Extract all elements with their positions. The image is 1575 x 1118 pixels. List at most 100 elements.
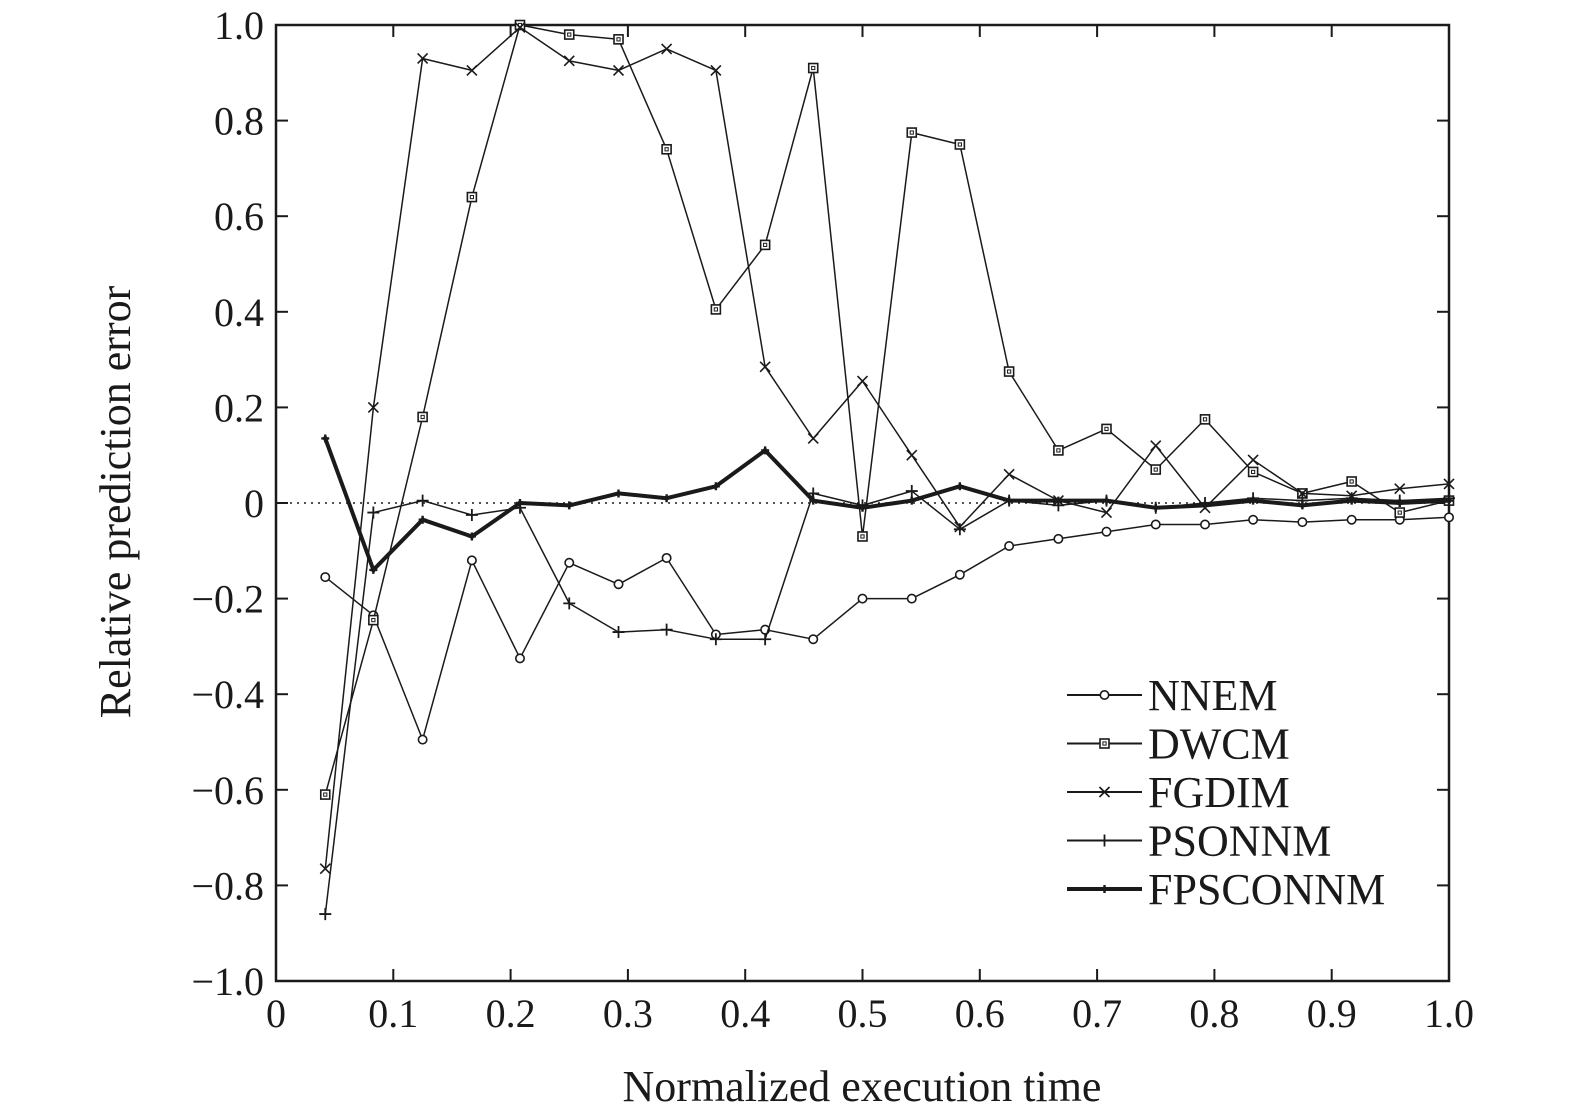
data-point-fgdim xyxy=(906,449,918,461)
data-point-nnem xyxy=(906,593,917,604)
marker-x xyxy=(1098,786,1111,798)
marker-dot-center xyxy=(1299,502,1305,508)
data-point-dwcm xyxy=(1003,366,1015,377)
marker-dot-center xyxy=(1446,498,1452,504)
marker-circle xyxy=(808,634,819,645)
data-point-fgdim xyxy=(1150,440,1162,452)
marker-square-inner xyxy=(567,32,572,37)
data-point-dwcm xyxy=(954,139,966,150)
x-tick-label: 0.2 xyxy=(486,991,536,1036)
marker-circle xyxy=(613,579,624,590)
x-tick-label: 0.5 xyxy=(838,991,888,1036)
data-point-nnem xyxy=(1346,514,1357,525)
marker-square xyxy=(563,29,575,40)
y-tick-label: 0.6 xyxy=(214,194,264,239)
marker-dot-center xyxy=(566,502,572,508)
marker-dot-center xyxy=(713,483,719,489)
data-point-nnem xyxy=(1101,526,1112,537)
data-point-fpsconnm xyxy=(907,496,916,505)
data-point-dwcm xyxy=(857,531,868,542)
data-point-nnem xyxy=(613,579,624,590)
data-point-fpsconnm xyxy=(1395,499,1404,507)
marker-plus xyxy=(367,506,380,519)
marker-dot-center xyxy=(1202,502,1208,508)
marker-plus xyxy=(953,523,966,536)
y-tick-label: −0.4 xyxy=(191,672,264,717)
marker-circle xyxy=(564,557,575,568)
y-tick-label: −0.2 xyxy=(191,577,264,622)
marker-square xyxy=(1150,464,1162,475)
data-point-nnem xyxy=(1200,519,1211,530)
data-point-psonnm xyxy=(660,623,673,636)
marker-square xyxy=(906,127,918,138)
data-point-fgdim xyxy=(563,55,575,67)
data-point-nnem xyxy=(320,572,331,583)
marker-dot-center xyxy=(517,500,523,506)
marker-circle xyxy=(857,593,868,604)
data-point-fpsconnm xyxy=(1054,496,1063,505)
data-point-fpsconnm xyxy=(1445,496,1453,505)
marker-circle xyxy=(1248,514,1259,525)
marker-square-inner xyxy=(713,307,718,312)
x-tick-label: 0 xyxy=(266,991,286,1036)
data-point-fpsconnm xyxy=(614,489,623,498)
marker-x xyxy=(1100,506,1113,519)
x-tick-label: 0.4 xyxy=(720,991,770,1036)
data-point-fgdim xyxy=(319,863,331,875)
marker-dot-center xyxy=(1055,498,1061,504)
data-point-fgdim xyxy=(1247,454,1259,466)
data-point-psonnm xyxy=(953,523,966,536)
marker-square-inner xyxy=(1397,510,1402,515)
legend-label-nnem: NNEM xyxy=(1148,671,1278,720)
x-axis-label: Normalized execution time xyxy=(623,1062,1102,1111)
marker-dot-center xyxy=(1397,500,1403,506)
data-point-dwcm xyxy=(417,411,428,423)
marker-x xyxy=(710,64,722,76)
data-point-fgdim xyxy=(514,21,526,33)
data-point-nnem xyxy=(808,634,819,645)
legend-label-fpsconnm: FPSCONNM xyxy=(1148,865,1385,914)
x-tick-label: 0.8 xyxy=(1189,991,1239,1036)
data-series xyxy=(319,19,1455,921)
legend-label-psonnm: PSONNM xyxy=(1148,817,1331,866)
marker-square xyxy=(1346,476,1357,487)
data-point-psonnm xyxy=(759,633,772,646)
data-point-fgdim xyxy=(1003,468,1015,480)
marker-x xyxy=(906,449,918,461)
marker-plus xyxy=(612,626,625,639)
marker-circle xyxy=(1346,514,1357,525)
marker-x xyxy=(514,21,526,33)
marker-x xyxy=(807,432,819,445)
data-point-fgdim xyxy=(1296,487,1308,500)
legend-item-nnem: NNEM xyxy=(1067,671,1278,720)
marker-square-inner xyxy=(1007,369,1012,374)
x-tick-label: 0.6 xyxy=(955,991,1005,1036)
marker-square-inner xyxy=(860,534,865,539)
y-tick-label: 0.2 xyxy=(214,385,264,430)
data-point-fgdim xyxy=(367,401,379,413)
data-point-fpsconnm xyxy=(565,501,574,510)
marker-circle xyxy=(1444,512,1455,523)
marker-plus xyxy=(660,623,673,636)
marker-square xyxy=(1099,738,1110,749)
data-point-dwcm xyxy=(759,239,771,251)
x-tick-label: 0.3 xyxy=(603,991,653,1036)
data-point-fgdim xyxy=(1443,478,1455,490)
data-point-fgdim xyxy=(856,375,869,387)
marker-square xyxy=(759,239,771,251)
marker-square xyxy=(319,789,331,800)
marker-x xyxy=(1296,487,1308,500)
data-point-fpsconnm xyxy=(1102,496,1111,505)
data-point-fgdim xyxy=(612,64,625,76)
marker-square xyxy=(661,143,672,155)
marker-square-inner xyxy=(909,130,914,135)
data-point-fgdim xyxy=(807,432,819,445)
marker-x xyxy=(417,52,429,65)
data-point-dwcm xyxy=(1199,414,1211,425)
marker-dot-center xyxy=(370,567,376,573)
data-point-fpsconnm xyxy=(1249,496,1258,505)
data-point-psonnm xyxy=(905,485,918,498)
data-point-fpsconnm xyxy=(1005,496,1014,505)
